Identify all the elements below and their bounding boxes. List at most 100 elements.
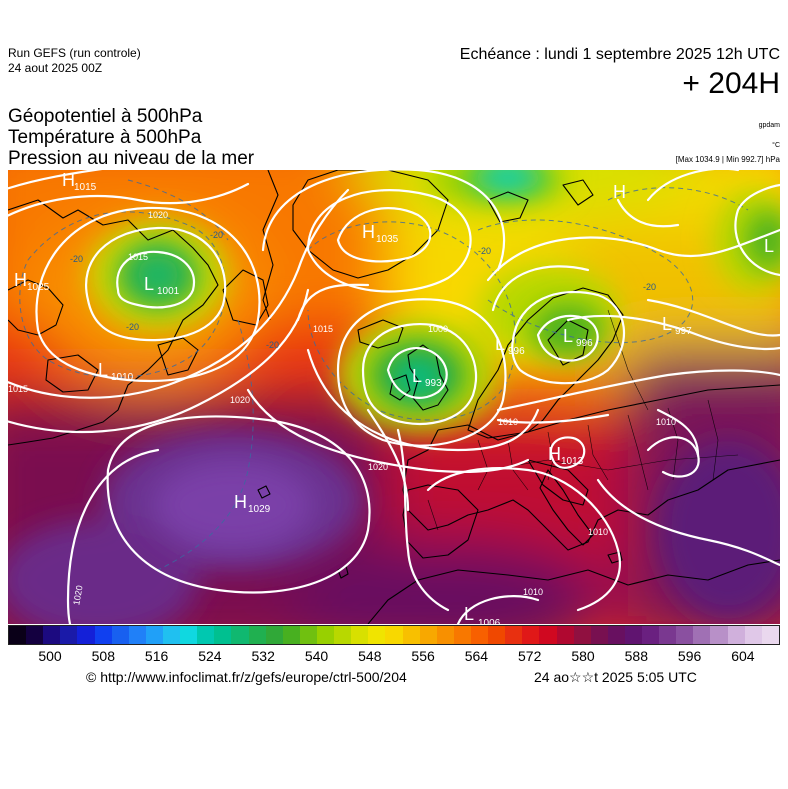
pressure-center-high: H (613, 182, 626, 202)
scale-swatch (180, 626, 198, 644)
svg-text:H: H (62, 170, 75, 190)
scale-swatch (214, 626, 232, 644)
coastlines (8, 170, 780, 624)
svg-text:1006: 1006 (478, 618, 501, 624)
svg-text:H: H (613, 182, 626, 202)
pressure-center-low: L 996 (495, 334, 525, 357)
svg-text:L: L (764, 236, 774, 256)
run-label: Run GEFS (run controle) (8, 46, 141, 60)
scale-tick-label: 572 (518, 648, 542, 664)
scale-swatch (761, 626, 779, 644)
generation-time: 24 ao☆☆t 2025 5:05 UTC (534, 669, 697, 685)
field-title-geopotential: Géopotentiel à 500hPa (8, 106, 203, 127)
scale-swatch (9, 626, 27, 644)
svg-text:L: L (563, 326, 573, 346)
scale-swatch (522, 626, 540, 644)
scale-swatch (744, 626, 762, 644)
scale-swatch (94, 626, 112, 644)
pressure-center-low: L (764, 236, 774, 256)
scale-swatch (299, 626, 317, 644)
scale-swatch (539, 626, 557, 644)
isobar-label: 1020 (71, 585, 84, 606)
scale-swatch (145, 626, 163, 644)
scale-tick-label: 604 (731, 648, 755, 664)
scale-swatch (693, 626, 711, 644)
color-scale-bar (8, 625, 780, 645)
isobars (8, 170, 780, 624)
forecast-map: 1020 1020 1020 1020 1015 1015 1000 1010 … (8, 170, 780, 624)
isotherm-label: -20 (70, 254, 83, 264)
pressure-center-high: H 1025 (14, 270, 50, 293)
scale-swatch (334, 626, 352, 644)
svg-text:H: H (234, 492, 247, 512)
pressure-center-high: H 1015 (62, 170, 97, 193)
svg-text:L: L (98, 360, 108, 380)
isobar-label: 1020 (368, 462, 388, 472)
svg-text:1025: 1025 (27, 282, 50, 293)
scale-tick-label: 588 (624, 648, 648, 664)
scale-swatch (470, 626, 489, 644)
isobar-label: 1015 (8, 384, 28, 394)
scale-swatch (248, 626, 266, 644)
isotherm-label: -20 (643, 282, 656, 292)
scale-tick-label: 548 (358, 648, 382, 664)
scale-swatch (368, 626, 386, 644)
scale-swatch (573, 626, 591, 644)
scale-tick-label: 516 (144, 648, 169, 664)
isobar-labels: 1020 1020 1020 1020 1015 1015 1000 1010 … (8, 210, 676, 606)
unit-temperature: °C (772, 142, 780, 149)
pressure-center-low: L 997 (662, 314, 692, 337)
scale-tick-label: 564 (464, 648, 489, 664)
scale-swatch (590, 626, 608, 644)
scale-tick-label: 580 (571, 648, 595, 664)
scale-tick-label: 556 (411, 648, 435, 664)
isotherm-labels: -20 -20 -20 -20 -20 -20 (70, 230, 656, 350)
scale-tick-label: 532 (251, 648, 275, 664)
scale-tick-label: 540 (304, 648, 329, 664)
scale-swatch (26, 626, 44, 644)
svg-text:1010: 1010 (111, 372, 134, 383)
svg-text:1029: 1029 (248, 504, 271, 515)
pressure-center-high: H 1035 (362, 222, 399, 245)
svg-text:H: H (362, 222, 375, 242)
scale-swatch (282, 626, 300, 644)
unit-geopotential: gpdam (758, 122, 780, 129)
run-date: 24 aout 2025 00Z (8, 61, 103, 75)
scale-swatch (316, 626, 335, 644)
svg-text:996: 996 (508, 346, 525, 357)
scale-tick-label: 524 (198, 648, 222, 664)
svg-text:1001: 1001 (157, 286, 180, 297)
svg-text:L: L (144, 274, 154, 294)
isobar-label: 1020 (230, 395, 250, 405)
svg-text:1035: 1035 (376, 234, 399, 245)
scale-swatch (505, 626, 523, 644)
svg-text:L: L (662, 314, 672, 334)
pressure-center-low: L 996 (563, 326, 593, 349)
isobar-label: 1010 (588, 527, 608, 537)
isotherm-label: -20 (126, 322, 139, 332)
scale-tick-label: 596 (677, 648, 702, 664)
svg-text:1015: 1015 (74, 182, 97, 193)
svg-text:L: L (464, 604, 474, 624)
svg-text:993: 993 (425, 378, 442, 389)
scale-swatch (43, 626, 61, 644)
scale-swatch (436, 626, 454, 644)
scale-swatch (727, 626, 745, 644)
field-title-temperature: Température à 500hPa (8, 127, 202, 148)
isotherms (19, 179, 749, 571)
scale-swatch (265, 626, 283, 644)
pressure-center-high: H 1029 (234, 492, 271, 515)
forecast-lead-time: + 204H (682, 67, 780, 100)
scale-swatch (162, 626, 181, 644)
scale-swatch (710, 626, 728, 644)
scale-swatch (419, 626, 437, 644)
scale-tick-label: 508 (91, 648, 115, 664)
forecast-valid-time: Echéance : lundi 1 septembre 2025 12h UT… (459, 46, 780, 63)
scale-swatch (60, 626, 78, 644)
field-title-pressure: Pression au niveau de la mer (8, 148, 255, 169)
scale-swatch (556, 626, 574, 644)
svg-text:L: L (412, 366, 422, 386)
isobar-label: 1010 (656, 417, 676, 427)
scale-swatch (385, 626, 403, 644)
pressure-center-high: H 1013 (548, 444, 584, 467)
